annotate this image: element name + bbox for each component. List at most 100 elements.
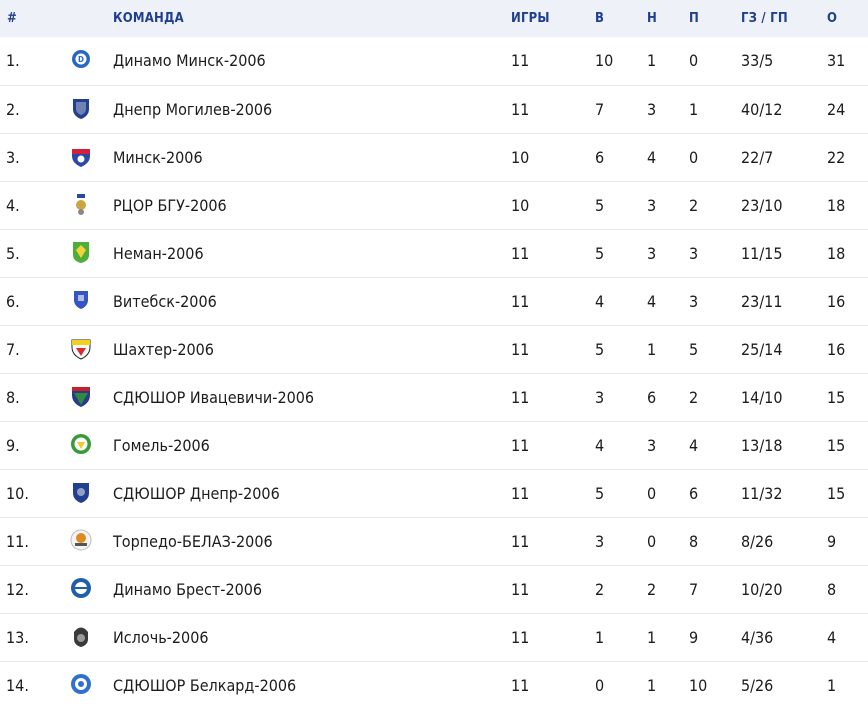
team-name[interactable]: Динамо Минск-2006 xyxy=(113,51,266,71)
team-name[interactable]: Гомель-2006 xyxy=(113,435,210,455)
losses-cell: 1 xyxy=(689,99,699,119)
table-row[interactable]: 3. Минск-2006 10 6 4 0 22/7 22 xyxy=(0,133,868,181)
header-losses[interactable]: П xyxy=(689,11,699,26)
vitebsk-crest-icon[interactable] xyxy=(70,288,92,312)
losses-cell: 0 xyxy=(689,51,699,71)
position-cell: 11. xyxy=(6,531,29,551)
draws-cell: 3 xyxy=(647,99,657,119)
draws-cell: 0 xyxy=(647,483,657,503)
team-name[interactable]: Витебск-2006 xyxy=(113,291,217,311)
draws-cell: 1 xyxy=(647,627,657,647)
ivatsevichi-crest-icon[interactable] xyxy=(70,384,92,408)
header-wins[interactable]: В xyxy=(595,11,605,26)
draws-cell: 4 xyxy=(647,291,657,311)
logo-cell xyxy=(70,613,113,661)
team-name[interactable]: Ислочь-2006 xyxy=(113,627,209,647)
shakhter-crest-icon[interactable] xyxy=(70,336,92,360)
isloch-crest-icon[interactable] xyxy=(70,624,92,648)
rcor-bgu-crest-icon[interactable] xyxy=(70,192,92,216)
team-name[interactable]: РЦОР БГУ-2006 xyxy=(113,195,227,215)
position-cell: 13. xyxy=(6,627,29,647)
table-row[interactable]: 9. Гомель-2006 11 4 3 4 13/18 15 xyxy=(0,421,868,469)
logo-cell xyxy=(70,373,113,421)
team-name[interactable]: Торпедо-БЕЛАЗ-2006 xyxy=(113,531,273,551)
wins-cell: 5 xyxy=(595,243,605,263)
logo-cell xyxy=(70,133,113,181)
games-cell: 11 xyxy=(511,291,530,311)
games-cell: 11 xyxy=(511,435,530,455)
games-cell: 11 xyxy=(511,99,530,119)
points-cell: 24 xyxy=(827,99,846,119)
position-cell: 1. xyxy=(6,51,20,71)
losses-cell: 6 xyxy=(689,483,699,503)
table-row[interactable]: 7. Шахтер-2006 11 5 1 5 25/14 16 xyxy=(0,325,868,373)
team-name[interactable]: Динамо Брест-2006 xyxy=(113,579,263,599)
points-cell: 15 xyxy=(827,387,846,407)
table-row[interactable]: 14. СДЮШОР Белкард-2006 11 0 1 10 5/26 1 xyxy=(0,661,868,709)
svg-text:D: D xyxy=(78,55,84,64)
team-name[interactable]: Минск-2006 xyxy=(113,147,203,167)
table-row[interactable]: 12. Динамо Брест-2006 11 2 2 7 10/20 8 xyxy=(0,565,868,613)
table-row[interactable]: 10. СДЮШОР Днепр-2006 11 5 0 6 11/32 15 xyxy=(0,469,868,517)
table-row[interactable]: 4. РЦОР БГУ-2006 10 5 3 2 23/10 18 xyxy=(0,181,868,229)
table-row[interactable]: 1. D Динамо Минск-2006 11 10 1 0 33/5 31 xyxy=(0,37,868,85)
dinamo-minsk-crest-icon[interactable]: D xyxy=(70,47,92,71)
logo-cell xyxy=(70,229,113,277)
wins-cell: 5 xyxy=(595,195,605,215)
table-row[interactable]: 6. Витебск-2006 11 4 4 3 23/11 16 xyxy=(0,277,868,325)
points-cell: 9 xyxy=(827,531,837,551)
header-team[interactable]: КОМАНДА xyxy=(113,11,184,26)
goals-cell: 23/11 xyxy=(741,291,783,311)
goals-cell: 5/26 xyxy=(741,675,774,695)
goals-cell: 11/15 xyxy=(741,243,783,263)
torpedo-belaz-crest-icon[interactable] xyxy=(70,528,92,552)
team-name[interactable]: Днепр Могилев-2006 xyxy=(113,99,273,119)
belkard-crest-icon[interactable] xyxy=(70,672,92,696)
points-cell: 15 xyxy=(827,483,846,503)
losses-cell: 3 xyxy=(689,243,699,263)
header-logo-spacer xyxy=(70,0,113,37)
games-cell: 11 xyxy=(511,483,530,503)
games-cell: 10 xyxy=(511,195,530,215)
wins-cell: 5 xyxy=(595,483,605,503)
header-draws[interactable]: Н xyxy=(647,11,657,26)
points-cell: 22 xyxy=(827,147,846,167)
team-name[interactable]: СДЮШОР Днепр-2006 xyxy=(113,483,280,503)
points-cell: 1 xyxy=(827,675,837,695)
dnepr-mogilev-crest-icon[interactable] xyxy=(70,96,92,120)
team-name[interactable]: Шахтер-2006 xyxy=(113,339,214,359)
wins-cell: 5 xyxy=(595,339,605,359)
position-cell: 14. xyxy=(6,675,29,695)
neman-crest-icon[interactable] xyxy=(70,240,92,264)
team-name[interactable]: СДЮШОР Белкард-2006 xyxy=(113,675,297,695)
team-name[interactable]: СДЮШОР Ивацевичи-2006 xyxy=(113,387,315,407)
table-row[interactable]: 11. Торпедо-БЕЛАЗ-2006 11 3 0 8 8/26 9 xyxy=(0,517,868,565)
table-row[interactable]: 8. СДЮШОР Ивацевичи-2006 11 3 6 2 14/10 15 xyxy=(0,373,868,421)
table-row[interactable]: 2. Днепр Могилев-2006 11 7 3 1 40/12 24 xyxy=(0,85,868,133)
header-row: # КОМАНДА ИГРЫ В Н П ГЗ / ГП О xyxy=(0,0,868,37)
logo-cell xyxy=(70,421,113,469)
header-games[interactable]: ИГРЫ xyxy=(511,11,550,26)
draws-cell: 1 xyxy=(647,51,657,71)
logo-cell xyxy=(70,661,113,709)
team-name[interactable]: Неман-2006 xyxy=(113,243,204,263)
goals-cell: 13/18 xyxy=(741,435,783,455)
wins-cell: 2 xyxy=(595,579,605,599)
table-row[interactable]: 13. Ислочь-2006 11 1 1 9 4/36 4 xyxy=(0,613,868,661)
header-position[interactable]: # xyxy=(7,11,18,26)
table-row[interactable]: 5. Неман-2006 11 5 3 3 11/15 18 xyxy=(0,229,868,277)
gomel-crest-icon[interactable] xyxy=(70,432,92,456)
sdyushor-dnepr-crest-icon[interactable] xyxy=(70,480,92,504)
goals-cell: 25/14 xyxy=(741,339,783,359)
losses-cell: 2 xyxy=(689,387,699,407)
position-cell: 8. xyxy=(6,387,20,407)
games-cell: 11 xyxy=(511,387,530,407)
logo-cell xyxy=(70,517,113,565)
header-goals[interactable]: ГЗ / ГП xyxy=(741,11,788,26)
goals-cell: 14/10 xyxy=(741,387,783,407)
dinamo-brest-crest-icon[interactable] xyxy=(70,576,92,600)
position-cell: 9. xyxy=(6,435,20,455)
minsk-crest-icon[interactable] xyxy=(70,144,92,168)
header-points[interactable]: О xyxy=(827,11,838,26)
